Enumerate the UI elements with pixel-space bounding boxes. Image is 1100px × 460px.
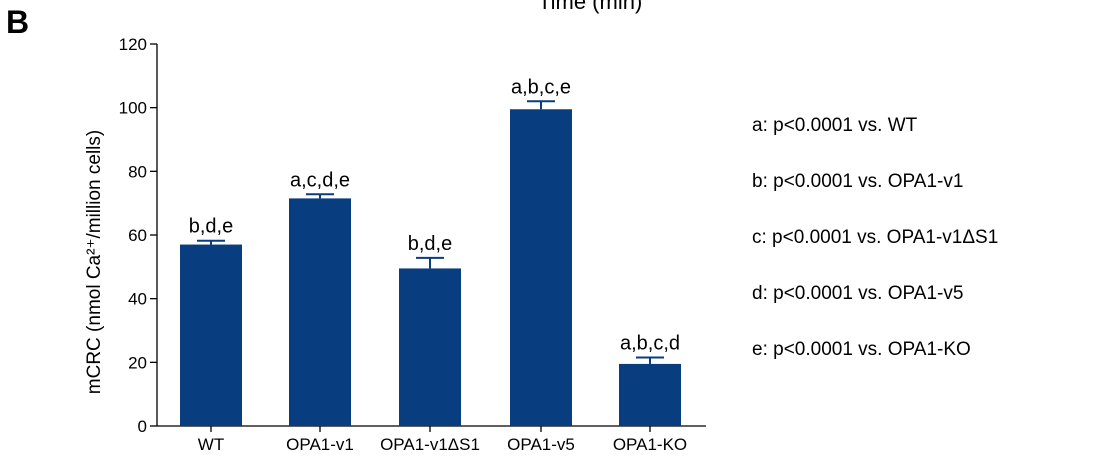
- panel-label: B: [6, 4, 30, 40]
- y-tick-label: 120: [119, 35, 147, 54]
- y-tick-label: 60: [128, 226, 147, 245]
- legend-entry-c: c: p<0.0001 vs. OPA1-v1ΔS1: [752, 227, 999, 248]
- bar: [399, 268, 461, 426]
- significance-annotation: b,d,e: [189, 216, 233, 238]
- significance-annotation: a,b,c,d: [620, 333, 680, 355]
- legend-entry-e: e: p<0.0001 vs. OPA1-KO: [752, 339, 971, 360]
- x-tick-label: OPA1-v1ΔS1: [380, 435, 480, 454]
- x-tick-label: OPA1-v1: [286, 435, 354, 454]
- bar: [510, 109, 572, 426]
- bar: [619, 363, 681, 426]
- bar-group: b,d,e a,c,d,e b,d,e a,b,c,e a,b,c,d: [180, 76, 681, 426]
- y-tick-label: 100: [119, 99, 147, 118]
- x-tick-label: WT: [198, 435, 224, 454]
- y-tick-label: 20: [128, 353, 147, 372]
- legend-entry-a: a: p<0.0001 vs. WT: [752, 115, 918, 136]
- legend-entry-b: b: p<0.0001 vs. OPA1-v1: [752, 171, 964, 192]
- bar: [180, 244, 242, 426]
- x-tick-label: OPA1-v5: [507, 435, 575, 454]
- chart-axes: 0 20 40 60 80 100 120 WT OPA1-v1 OPA1-v1ΔS1 OPA1-v…: [119, 35, 706, 454]
- bar: [289, 198, 351, 426]
- y-axis-label: mCRC (nmol Ca²⁺/million cells): [84, 130, 105, 394]
- clipped-axis-title: Time (min): [538, 0, 643, 14]
- significance-annotation: b,d,e: [408, 233, 452, 255]
- significance-annotation: a,b,c,e: [511, 76, 571, 98]
- y-tick-label: 40: [128, 290, 147, 309]
- y-tick-label: 0: [138, 417, 147, 436]
- legend-entry-d: d: p<0.0001 vs. OPA1-v5: [752, 283, 964, 304]
- y-tick-label: 80: [128, 162, 147, 181]
- x-tick-label: OPA1-KO: [613, 435, 687, 454]
- significance-annotation: a,c,d,e: [290, 169, 350, 191]
- significance-legend: a: p<0.0001 vs. WT b: p<0.0001 vs. OPA1-…: [752, 113, 998, 393]
